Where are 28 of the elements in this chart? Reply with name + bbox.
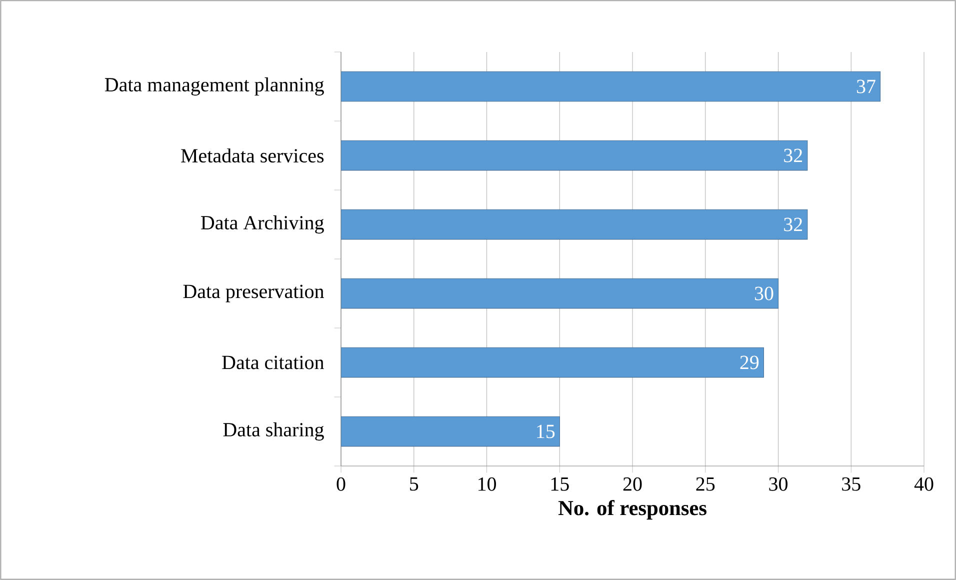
- x-tick-label: 40: [914, 477, 934, 491]
- bar: [341, 71, 881, 102]
- y-tick-label: Metadata services: [181, 148, 324, 163]
- y-tick-label: Data Archiving: [201, 215, 324, 234]
- y-tick-label: Data citation: [222, 356, 324, 370]
- x-tick-label: 25: [696, 477, 715, 491]
- x-tick-label: 0: [336, 477, 346, 491]
- x-tick-label: 35: [842, 477, 860, 491]
- data-label: 15: [537, 424, 555, 438]
- y-tick-label: Data preservation: [183, 284, 324, 302]
- bar: [341, 278, 779, 309]
- x-axis-title: No. of responses: [558, 500, 706, 520]
- data-label: 32: [784, 218, 802, 232]
- x-tick-label: 5: [410, 477, 418, 491]
- x-tick-label: 30: [769, 477, 788, 491]
- bar: [341, 140, 808, 171]
- data-label: 30: [754, 286, 774, 300]
- x-tick-label: 20: [623, 477, 642, 491]
- y-tick-label: Data management planning: [104, 77, 324, 96]
- bar: [341, 347, 764, 378]
- x-tick-label: 10: [478, 477, 496, 491]
- x-tick-label: 15: [551, 477, 569, 491]
- data-label: 32: [784, 148, 802, 162]
- bar: [341, 416, 560, 447]
- y-tick-label: Data sharing: [223, 422, 324, 441]
- bar: [341, 209, 808, 240]
- data-label: 29: [740, 356, 759, 370]
- data-label: 37: [856, 80, 876, 94]
